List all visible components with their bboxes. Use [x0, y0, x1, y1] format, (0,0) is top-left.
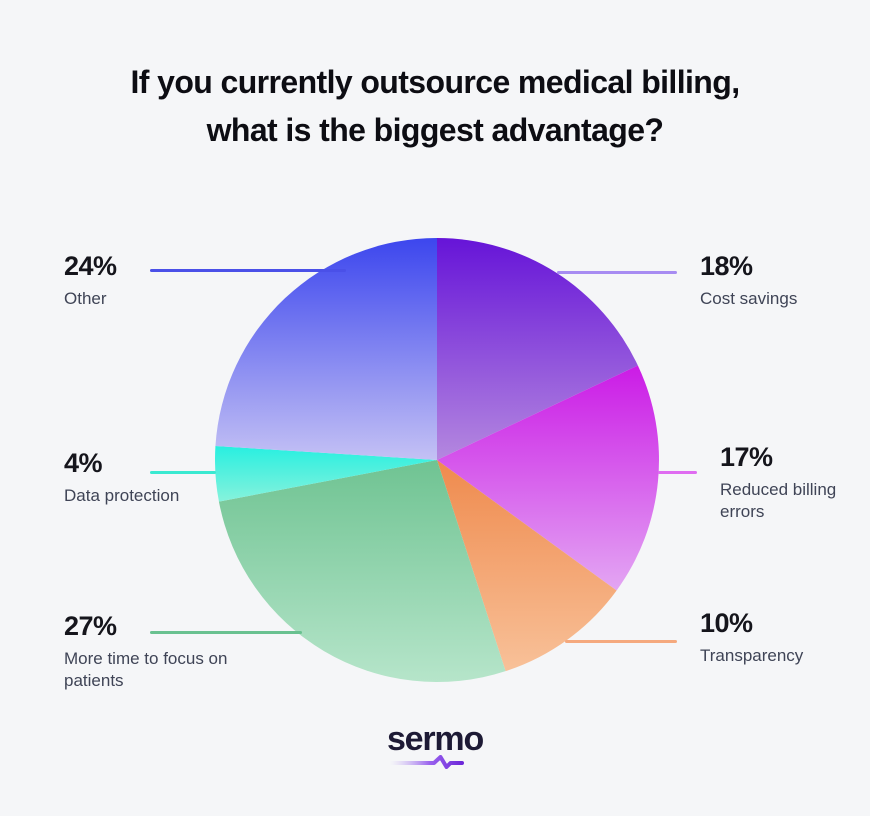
slice-label: Other	[64, 289, 107, 308]
pie-slice-data-protection	[215, 446, 437, 502]
slice-percentage: 24%	[64, 251, 117, 281]
slice-label: Cost savings	[700, 289, 798, 308]
callout-more-time: 27% More time to focus on patients	[64, 611, 229, 692]
callout-line-transparency	[565, 640, 677, 643]
callout-line-more-time	[150, 631, 302, 634]
pie-slice-other	[215, 238, 437, 460]
chart-title-line1: If you currently outsource medical billi…	[130, 64, 741, 100]
slice-percentage: 17%	[720, 442, 773, 472]
slice-percentage: 27%	[64, 611, 117, 641]
slice-label: More time to focus on patients	[64, 649, 228, 690]
callout-other: 24% Other	[64, 251, 117, 310]
callout-transparency: 10% Transparency	[700, 608, 803, 667]
pie-chart	[215, 238, 659, 682]
slice-percentage: 10%	[700, 608, 753, 638]
slice-percentage: 18%	[700, 251, 753, 281]
slice-label: Reduced billing errors	[720, 480, 837, 521]
callout-cost-savings: 18% Cost savings	[700, 251, 797, 310]
slice-label: Data protection	[64, 486, 180, 505]
slice-percentage: 4%	[64, 448, 103, 478]
callout-line-reduced-billing-errors	[658, 471, 697, 474]
callout-data-protection: 4% Data protection	[64, 448, 179, 507]
chart-title: If you currently outsource medical billi…	[0, 58, 870, 154]
callout-line-cost-savings	[557, 271, 677, 274]
pie-slice-cost-savings	[437, 238, 638, 460]
pie-slice-more-time	[218, 460, 506, 682]
slice-label: Transparency	[700, 646, 804, 665]
heartbeat-underline-icon	[388, 755, 464, 769]
pie-slice-transparency	[437, 460, 617, 672]
chart-title-line2: what is the biggest advantage?	[206, 112, 664, 148]
callout-line-other	[150, 269, 346, 272]
sermo-logo: sermo	[0, 722, 870, 769]
pie-slice-reduced-billing-errors	[437, 365, 659, 591]
callout-line-data-protection	[150, 471, 216, 474]
sermo-logo-text: sermo	[386, 720, 484, 758]
callout-reduced-billing-errors: 17% Reduced billing errors	[720, 442, 855, 523]
